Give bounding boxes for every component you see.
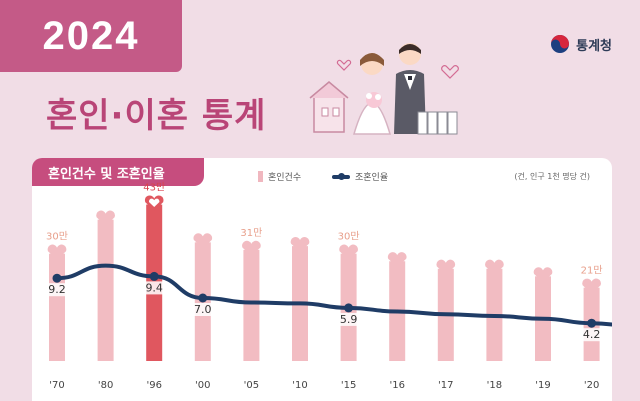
rate-label-bg xyxy=(190,303,215,316)
x-tick-label: '96 xyxy=(146,380,161,391)
rate-label-bg xyxy=(579,328,604,342)
x-tick-label: '70 xyxy=(49,380,64,391)
chart-panel: 혼인건수 및 조혼인율 혼인건수 조혼인율 (건, 인구 1천 명당 건) 9.… xyxy=(32,158,612,401)
legend-item-bar: 혼인건수 xyxy=(258,170,301,183)
bar xyxy=(97,219,114,361)
taegeuk-icon xyxy=(551,35,570,53)
rate-label: 5.9 xyxy=(340,313,358,326)
bar xyxy=(243,249,260,361)
marriage-chart: 9.29.47.05.94.24.430만43만31만30만21만22만 '70… xyxy=(45,182,612,391)
rate-label: 4.2 xyxy=(583,328,601,341)
bar-heart-cap xyxy=(290,237,310,253)
bar-heart-cap xyxy=(242,240,261,256)
rate-point xyxy=(198,293,208,303)
x-tick-label: '20 xyxy=(584,380,599,391)
x-tick-label: '00 xyxy=(195,380,210,391)
rate-label-bg xyxy=(45,283,69,297)
bar-heart-cap xyxy=(193,233,213,249)
bar-heart-cap xyxy=(533,267,553,283)
legend-item-line: 조혼인율 xyxy=(332,170,388,183)
rate-point xyxy=(344,303,354,313)
legend-bar-label: 혼인건수 xyxy=(268,173,302,183)
unit-note: (건, 인구 1천 명당 건) xyxy=(514,172,590,181)
bar-heart-cap xyxy=(582,278,601,294)
bar-heart-cap xyxy=(436,259,456,275)
bar-heart-cap xyxy=(96,210,115,226)
x-tick-label: '16 xyxy=(389,380,404,391)
bar-value-label: 30만 xyxy=(338,231,360,243)
page-title: 혼인·이혼 통계 xyxy=(46,96,267,136)
rate-label-bg xyxy=(142,281,167,295)
rate-point xyxy=(149,271,159,281)
chart-title-tag: 혼인건수 및 조혼인율 xyxy=(32,158,204,186)
year-banner: 2024 xyxy=(0,0,182,72)
bar-heart-cap xyxy=(339,244,358,260)
rate-point xyxy=(587,318,597,328)
legend-line-label: 조혼인율 xyxy=(355,173,389,183)
x-tick-label: '80 xyxy=(98,380,113,391)
rate-label: 7.0 xyxy=(194,303,212,316)
bar xyxy=(49,253,65,361)
bar-value-label: 21만 xyxy=(581,265,603,277)
rate-point xyxy=(52,273,62,283)
chart-title: 혼인건수 및 조혼인율 xyxy=(48,166,165,182)
x-tick-label: '18 xyxy=(487,380,502,391)
legend-bar-swatch xyxy=(258,171,263,182)
rate-label: 9.4 xyxy=(145,281,163,294)
agency-logo: 통계청 xyxy=(550,34,612,54)
bar-value-label: 31만 xyxy=(240,227,262,239)
bar-heart-cap xyxy=(485,259,504,275)
x-tick-label: '15 xyxy=(341,380,356,391)
legend-line-swatch xyxy=(332,172,350,180)
x-tick-label: '05 xyxy=(244,380,259,391)
year-label: 2024 xyxy=(42,13,140,58)
bar-heart-cap xyxy=(47,244,67,260)
x-tick-label: '19 xyxy=(535,380,550,391)
bar-heart-inner xyxy=(149,198,160,208)
bar-value-label: 43만 xyxy=(143,182,165,194)
wedding-couple-illustration xyxy=(309,43,459,135)
rate-line xyxy=(55,263,612,327)
rate-label: 9.2 xyxy=(48,283,66,296)
bar-value-label: 30만 xyxy=(46,231,68,243)
rate-label-bg xyxy=(336,312,361,326)
agency-name: 통계청 xyxy=(576,38,612,54)
x-tick-label: '17 xyxy=(438,380,453,391)
x-tick-label: '10 xyxy=(292,380,307,391)
bar-heart-cap xyxy=(387,252,407,268)
